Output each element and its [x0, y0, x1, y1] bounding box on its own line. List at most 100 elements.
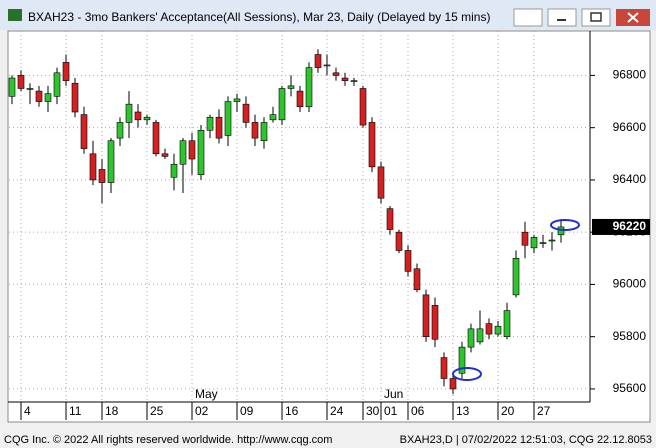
- candle-body: [350, 80, 358, 82]
- candle-body: [233, 98, 241, 102]
- annotation-ellipse: [452, 367, 482, 381]
- candle-body: [179, 140, 187, 165]
- candle-body: [431, 305, 439, 340]
- x-tick-label: 30: [366, 404, 380, 418]
- candle-body: [215, 116, 223, 139]
- x-tick-label: 06: [411, 404, 425, 418]
- candle-body: [422, 294, 430, 337]
- candle-body: [8, 77, 16, 97]
- candle-body: [521, 231, 529, 246]
- title-bar: [0, 0, 656, 30]
- minimize-button[interactable]: [547, 8, 577, 27]
- plot: 9560095800960009620096400966009680041118…: [8, 31, 650, 420]
- link-button[interactable]: [513, 8, 543, 27]
- close-icon: [627, 12, 639, 23]
- x-tick-label: 09: [240, 404, 254, 418]
- candle-body: [206, 116, 214, 131]
- maximize-icon: [590, 12, 602, 22]
- x-tick-label: 02: [195, 404, 209, 418]
- candle-body: [359, 88, 367, 126]
- candle-body: [116, 122, 124, 139]
- candle-body: [476, 328, 484, 343]
- x-tick-label: 01: [384, 404, 398, 418]
- window-title: BXAH23 - 3mo Bankers' Acceptance(All Ses…: [28, 10, 490, 24]
- candle-body: [341, 77, 349, 81]
- x-tick-label: 27: [537, 404, 551, 418]
- candle-body: [323, 64, 331, 67]
- x-tick-label: 18: [105, 404, 119, 418]
- chart-area: [7, 30, 651, 423]
- candle-body: [503, 310, 511, 337]
- candle-body: [296, 90, 304, 108]
- candle-body: [305, 67, 313, 108]
- candle-body: [98, 169, 106, 183]
- status: BXAH23,D | 07/02/2022 12:51:03, CQG 22.1…: [400, 434, 652, 446]
- last-price-label: 96220: [613, 219, 647, 233]
- copyright: CQG Inc. © 2022 All rights reserved worl…: [4, 434, 332, 446]
- candle-body: [197, 129, 205, 175]
- x-tick-label: 16: [285, 404, 299, 418]
- candle-body: [125, 103, 133, 123]
- candle-body: [62, 62, 70, 81]
- y-tick-label: 95600: [613, 381, 647, 395]
- candle-body: [107, 140, 115, 183]
- x-tick-label: 25: [150, 404, 164, 418]
- x-tick-label: 24: [330, 404, 344, 418]
- candle-body: [188, 140, 196, 160]
- candle-body: [143, 116, 151, 121]
- candle-body: [395, 231, 403, 251]
- candle-body: [494, 325, 502, 335]
- candle-body: [512, 258, 520, 296]
- candle-body: [224, 101, 232, 136]
- month-label: Jun: [384, 387, 403, 401]
- candle-body: [332, 72, 340, 76]
- candle-body: [242, 103, 250, 123]
- candle-body: [485, 323, 493, 335]
- candle-body: [80, 114, 88, 149]
- candle-body: [539, 242, 547, 244]
- maximize-button[interactable]: [581, 8, 611, 27]
- candle-body: [458, 346, 466, 374]
- candle-body: [449, 378, 457, 390]
- candle-body: [152, 122, 160, 155]
- annotation-ellipse: [550, 219, 580, 231]
- candle-body: [35, 90, 43, 102]
- y-tick-label: 96800: [613, 68, 647, 82]
- x-tick-label: 20: [501, 404, 515, 418]
- y-tick-label: 96000: [613, 277, 647, 291]
- candle-body: [377, 166, 385, 199]
- candle-body: [386, 208, 394, 230]
- candle-body: [413, 268, 421, 290]
- candle-body: [530, 237, 538, 249]
- candle-body: [404, 250, 412, 272]
- candle-body: [26, 88, 34, 90]
- candle-body: [251, 122, 259, 139]
- app-icon: [8, 9, 22, 21]
- candle-body: [170, 163, 178, 178]
- candle-body: [89, 153, 97, 181]
- candle-body: [314, 54, 322, 68]
- candle-body: [440, 357, 448, 379]
- last-price-box: [592, 218, 650, 235]
- candle-body: [44, 93, 52, 102]
- y-tick-label: 95800: [613, 329, 647, 343]
- candle-body: [71, 82, 79, 113]
- candle-body: [287, 85, 295, 89]
- x-tick-label: 13: [456, 404, 470, 418]
- candle-body: [134, 111, 142, 121]
- x-tick-label: 4: [24, 404, 31, 418]
- candle-body: [53, 72, 61, 97]
- candle-body: [161, 153, 169, 157]
- candle-body: [467, 328, 475, 348]
- candle-body: [278, 88, 286, 121]
- y-tick-label: 96600: [613, 120, 647, 134]
- candle-body: [260, 122, 268, 142]
- candle-body: [368, 122, 376, 168]
- month-label: May: [195, 387, 218, 401]
- y-tick-label: 96400: [613, 172, 647, 186]
- candle-body: [269, 114, 277, 121]
- x-tick-label: 11: [69, 404, 82, 418]
- candle-body: [548, 239, 556, 242]
- candle-body: [17, 75, 25, 89]
